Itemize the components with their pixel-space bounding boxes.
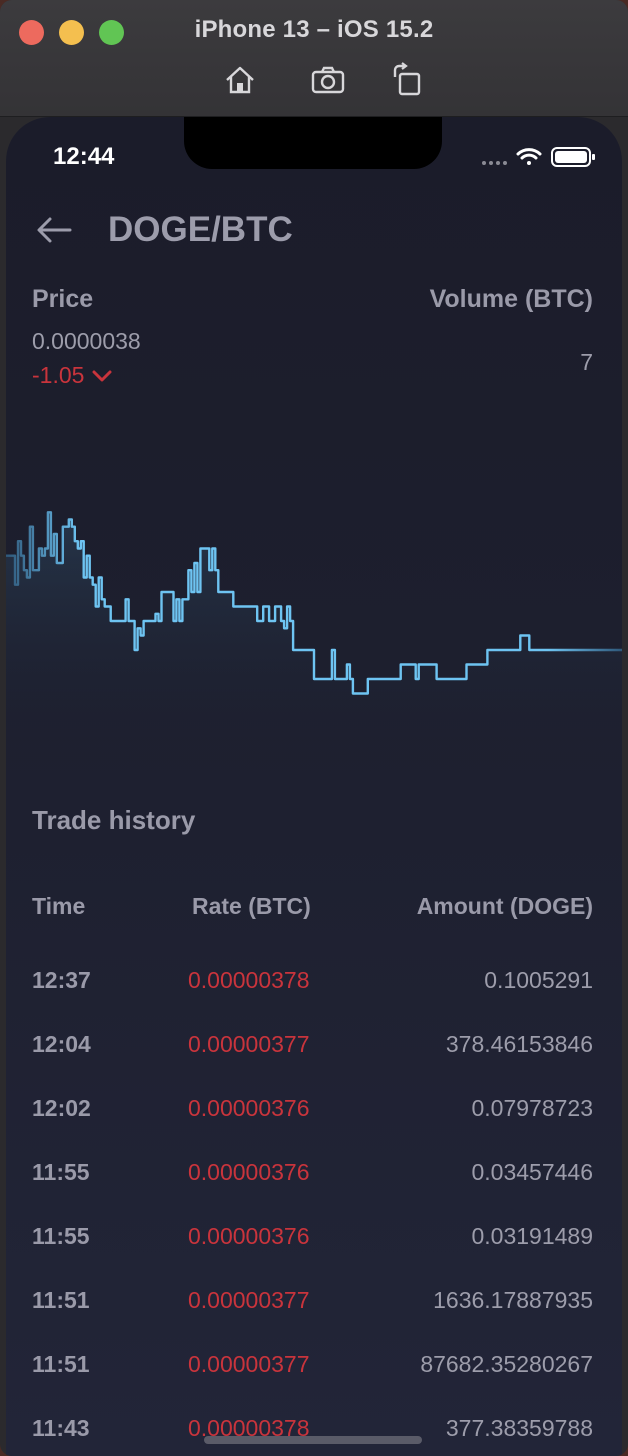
phone-screen: 12:44 DOGE/BTC Price Volume (BTC) 0.0000…	[6, 117, 622, 1456]
battery-icon	[551, 147, 595, 167]
trade-time: 12:37	[32, 967, 91, 993]
trade-rate: 0.00000376	[188, 1159, 310, 1185]
arrow-left-icon[interactable]	[34, 215, 74, 245]
simulator-titlebar: iPhone 13 – iOS 15.2	[0, 0, 628, 117]
price-value: 0.0000038	[32, 328, 141, 354]
trade-amount: 0.03457446	[471, 1159, 593, 1185]
page-title: DOGE/BTC	[108, 210, 293, 249]
window-title: iPhone 13 – iOS 15.2	[194, 16, 434, 43]
trade-time: 11:55	[32, 1159, 90, 1185]
table-row: 11:55 0.00000376 0.03191489	[6, 1201, 622, 1265]
trade-rate: 0.00000376	[188, 1095, 310, 1121]
trade-rate: 0.00000377	[188, 1287, 310, 1313]
camera-icon[interactable]	[310, 62, 346, 98]
close-window-button[interactable]	[19, 20, 44, 45]
trade-amount: 378.46153846	[445, 1031, 593, 1057]
trade-time: 11:51	[32, 1351, 90, 1377]
price-label: Price	[32, 285, 94, 313]
volume-label: Volume (BTC)	[429, 285, 593, 313]
chart-area	[6, 512, 622, 767]
column-header-time: Time	[32, 893, 86, 919]
trade-amount: 0.07978723	[471, 1095, 593, 1121]
trade-amount: 87682.35280267	[420, 1351, 593, 1377]
price-change: -1.05	[32, 362, 112, 389]
trade-history-list[interactable]: 12:37 0.00000378 0.1005291 12:04 0.00000…	[6, 945, 622, 1456]
trade-time: 11:51	[32, 1287, 90, 1313]
home-icon[interactable]	[222, 62, 258, 98]
trade-rate: 0.00000377	[188, 1351, 310, 1377]
price-chart[interactable]	[6, 447, 622, 767]
trade-amount: 0.03191489	[471, 1223, 593, 1249]
trade-time: 11:43	[32, 1415, 90, 1441]
notch	[184, 117, 442, 169]
trade-time: 12:02	[32, 1095, 91, 1121]
signal-icon	[482, 161, 507, 165]
trade-time: 11:55	[32, 1223, 90, 1249]
minimize-window-button[interactable]	[59, 20, 84, 45]
table-row: 11:55 0.00000376 0.03457446	[6, 1137, 622, 1201]
table-row: 12:04 0.00000377 378.46153846	[6, 1009, 622, 1073]
column-header-rate: Rate (BTC)	[192, 893, 311, 919]
trade-history-title: Trade history	[32, 805, 196, 835]
volume-value: 7	[580, 349, 593, 375]
wifi-icon	[516, 148, 542, 165]
table-row: 11:51 0.00000377 87682.35280267	[6, 1329, 622, 1393]
table-row: 12:37 0.00000378 0.1005291	[6, 945, 622, 1009]
rotate-icon[interactable]	[389, 62, 425, 98]
home-indicator[interactable]	[204, 1436, 422, 1444]
trade-amount: 1636.17887935	[433, 1287, 593, 1313]
status-time: 12:44	[53, 143, 115, 170]
trade-rate: 0.00000376	[188, 1223, 310, 1249]
chevron-down-icon	[92, 370, 112, 381]
trade-time: 12:04	[32, 1031, 91, 1057]
price-change-value: -1.05	[32, 362, 85, 388]
trade-amount: 377.38359788	[445, 1415, 593, 1441]
table-row: 11:43 0.00000378 377.38359788	[6, 1393, 622, 1456]
trade-amount: 0.1005291	[484, 967, 593, 993]
table-row: 11:51 0.00000377 1636.17887935	[6, 1265, 622, 1329]
column-header-amount: Amount (DOGE)	[416, 893, 593, 919]
trade-rate: 0.00000377	[188, 1031, 310, 1057]
chart-series-line	[6, 511, 622, 695]
zoom-window-button[interactable]	[99, 20, 124, 45]
status-icons	[482, 147, 595, 167]
table-row: 12:02 0.00000376 0.07978723	[6, 1073, 622, 1137]
trade-rate: 0.00000378	[188, 967, 310, 993]
